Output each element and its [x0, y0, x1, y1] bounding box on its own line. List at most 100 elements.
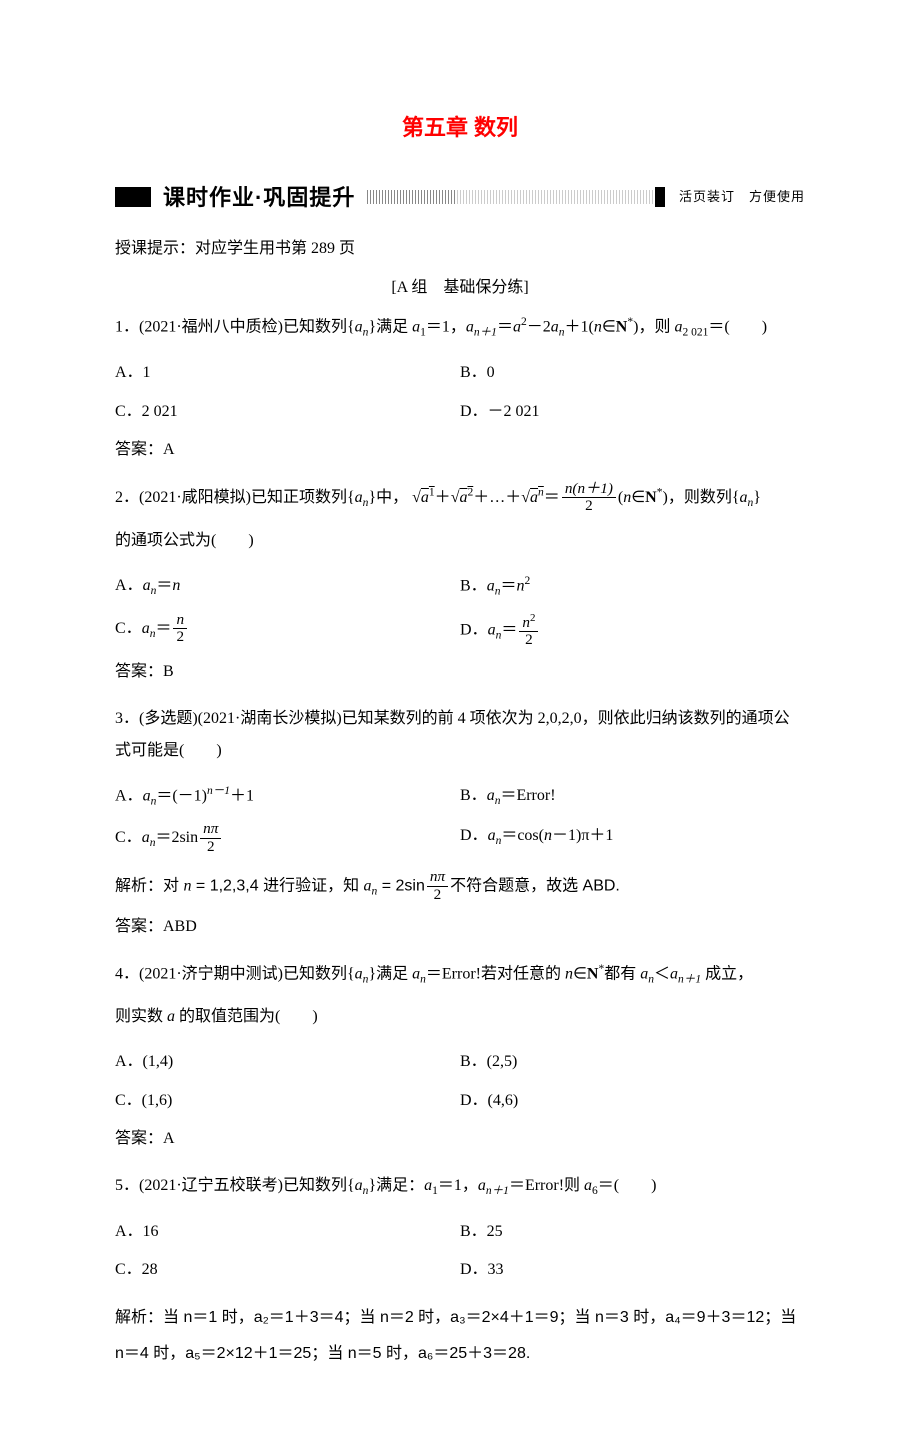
q3-stem: 3．(多选题)(2021·湖南长沙模拟)已知某数列的前 4 项依次为 2,0,2…	[115, 703, 805, 767]
sup-nm1: n－1	[207, 785, 230, 797]
q3-optC: C．an＝2sinnπ2	[115, 817, 460, 859]
q5-explain: 解析：当 n＝1 时，a₂＝1＋3＝4；当 n＝2 时，a₃＝2×4＋1＝9；当…	[115, 1300, 805, 1374]
banner-right-block	[655, 187, 665, 207]
q1-stem: 1．(2021·福州八中质检)已知数列{an}满足 a1＝1，an＋1＝a2－2…	[115, 311, 805, 345]
q5-options: A．16 B．25 C．28 D．33	[115, 1213, 805, 1290]
q5-optA: A．16	[115, 1213, 460, 1251]
frac-npi-2: nπ2	[200, 821, 221, 855]
var-a: a	[355, 1177, 363, 1194]
text: ＋…＋	[473, 489, 521, 506]
text: ＜	[654, 965, 670, 982]
chapter-title: 第五章 数列	[115, 110, 805, 145]
set-N: N	[645, 489, 657, 506]
frac-den: 2	[200, 839, 221, 856]
page: 第五章 数列 课时作业·巩固提升 活页装订 方便使用 授课提示：对应学生用书第 …	[0, 0, 920, 1443]
var-a: a	[488, 827, 496, 844]
q1-optD: D．－2 021	[460, 393, 805, 431]
text: ＋	[435, 489, 451, 506]
mid: ＝cos(	[501, 827, 544, 844]
var-a: a	[364, 878, 372, 895]
text: 则实数	[115, 1008, 167, 1025]
set-N: N	[587, 965, 599, 982]
banner-main-text: 课时作业·巩固提升	[151, 180, 367, 215]
sub-2021: 2 021	[682, 326, 708, 338]
var-n: n	[522, 614, 530, 631]
text: = 1,2,3,4 进行验证，知	[191, 878, 363, 895]
q3-answer: 答案：ABD	[115, 914, 805, 940]
var-a: a	[143, 577, 151, 594]
text: ＝Error!则	[509, 1177, 584, 1194]
sub-np1: n＋1	[474, 326, 497, 338]
q4-options: A．(1,4) B．(2,5) C．(1,6) D．(4,6)	[115, 1043, 805, 1120]
text: ＋1(	[565, 318, 594, 335]
sqrt-a2: √a2	[451, 489, 474, 506]
var-an: a	[355, 318, 363, 335]
frac-num: n	[173, 612, 187, 630]
var-a: a	[584, 1177, 592, 1194]
sqrt-a1: √a1	[412, 489, 435, 506]
var-a: a	[488, 621, 496, 638]
banner-hatch	[367, 190, 653, 204]
frac-npi-2: nπ2	[427, 869, 448, 903]
q4-optC: C．(1,6)	[115, 1082, 460, 1120]
text: 不符合题意，故选 ABD.	[450, 878, 620, 895]
var-a: a	[355, 489, 363, 506]
var-a: a	[487, 787, 495, 804]
post: －1)π＋1	[552, 827, 613, 844]
text: 2．(2021·咸阳模拟)已知正项数列{	[115, 489, 355, 506]
var-a: a	[551, 318, 559, 335]
mid: ＝2sin	[155, 829, 198, 846]
eq: ＝	[500, 577, 516, 594]
q3-optA: A．an＝(－1)n－1＋1	[115, 777, 460, 817]
var-a: a	[466, 318, 474, 335]
var-a: a	[355, 965, 363, 982]
q4-optB: B．(2,5)	[460, 1043, 805, 1081]
text: )，则数列{	[663, 489, 740, 506]
text: }中，	[368, 489, 408, 506]
frac-nn1-2: n(n＋1)2	[562, 481, 616, 515]
text: ＝( )	[708, 318, 767, 335]
text: ＝	[497, 318, 513, 335]
q2-stem-line2: 的通项公式为( )	[115, 525, 805, 557]
frac-num: nπ	[427, 869, 448, 887]
banner-note: 活页装订 方便使用	[679, 187, 805, 208]
frac-den: 2	[173, 629, 187, 646]
var-a: a	[167, 1008, 175, 1025]
text: 都有	[604, 965, 640, 982]
q5-stem: 5．(2021·辽宁五校联考)已知数列{an}满足：a1＝1，an＋1＝Erro…	[115, 1170, 805, 1203]
text: 5．(2021·辽宁五校联考)已知数列{	[115, 1177, 355, 1194]
label: A．	[115, 577, 143, 594]
label: C．	[115, 619, 142, 636]
set-N: N	[616, 318, 628, 335]
q4-answer: 答案：A	[115, 1126, 805, 1152]
text: = 2sin	[377, 878, 425, 895]
var-a: a	[142, 619, 150, 636]
var-a: a	[478, 1177, 486, 1194]
var-a: a	[142, 829, 150, 846]
q2-stem: 2．(2021·咸阳模拟)已知正项数列{an}中， √a1＋√a2＋…＋√an＝…	[115, 481, 805, 515]
text: 4．(2021·济宁期中测试)已知数列{	[115, 965, 355, 982]
q4-optA: A．(1,4)	[115, 1043, 460, 1081]
var-a: a	[670, 965, 678, 982]
banner-left-block	[115, 187, 151, 207]
var-a: a	[513, 318, 521, 335]
sub-np1: n＋1	[486, 1185, 509, 1197]
frac-num: n2	[519, 612, 538, 633]
sup2: 2	[530, 612, 535, 624]
text: －2	[527, 318, 551, 335]
text: )，则	[633, 318, 674, 335]
var-a: a	[412, 965, 420, 982]
text: }满足	[368, 318, 412, 335]
q1-options: A．1 B．0 C．2 021 D．－2 021	[115, 354, 805, 431]
frac-num: n(n＋1)	[562, 481, 616, 499]
q4-optD: D．(4,6)	[460, 1082, 805, 1120]
text: }满足	[368, 965, 412, 982]
text: }满足：	[368, 1177, 424, 1194]
frac-n-2: n2	[173, 612, 187, 646]
q2-optA: A．an＝n	[115, 567, 460, 607]
sub-np1: n＋1	[678, 973, 701, 985]
var-n: n	[594, 318, 602, 335]
text: 的取值范围为( )	[175, 1008, 318, 1025]
var-n: n	[544, 827, 552, 844]
text: ＝1，	[426, 318, 466, 335]
